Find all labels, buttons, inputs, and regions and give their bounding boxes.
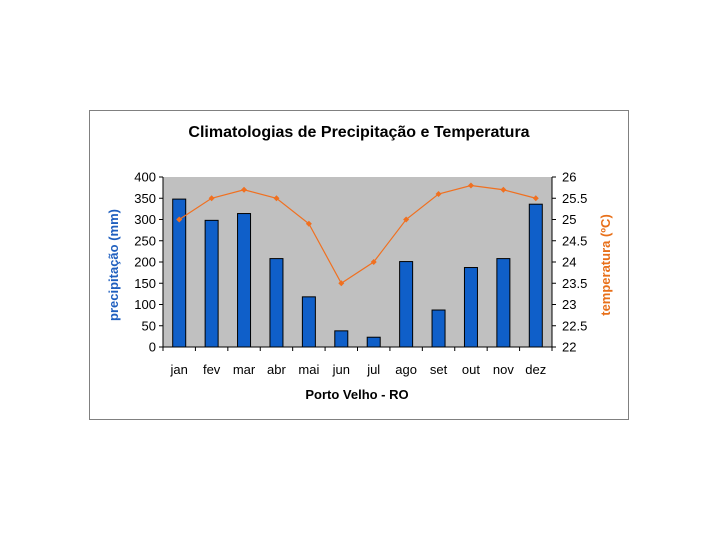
x-tick-label-mar: mar [233,362,256,377]
x-tick-label-dez: dez [525,362,546,377]
temperature-point-jun [338,280,345,287]
temperature-line-group [176,182,539,287]
temperature-point-abr [273,195,280,202]
x-axis-label: Porto Velho - RO [305,387,408,402]
bar-out [463,267,478,348]
x-tick-label-nov: nov [493,362,514,377]
bar-jul [366,336,381,348]
axes-group: 0 50 100 150 200 250 300 350 400 22 22.5 23 23.5 24 24… [134,170,587,378]
temperature-point-jan [176,216,183,223]
temperature-line [178,184,536,285]
chart-title: Climatologias de Precipitação e Temperat… [188,124,529,141]
y-left-tick-label: 300 [134,212,156,227]
y-left-tick-label: 200 [134,255,156,270]
x-tick-label-abr: abr [267,362,286,377]
y-left-tick-label: 0 [149,340,156,355]
x-tick-label-jul: jul [366,362,380,377]
temperature-point-jul [370,259,377,265]
bar-nov [496,258,511,348]
bar-mai [301,296,316,348]
y-left-tick-label: 100 [134,297,156,312]
y-right-tick-label: 24.5 [562,233,587,248]
x-tick-label-out: out [462,362,480,377]
temperature-point-mar [241,186,248,193]
y-axis-right-label: temperatura (ºC) [598,214,613,316]
y-right-tick-label: 23.5 [562,276,587,291]
y-right-tick-label: 24 [562,255,576,270]
bar-fev [204,219,219,348]
y-left-tick-label: 150 [134,276,156,291]
temperature-point-dez [532,195,539,202]
temperature-point-fev [208,195,215,202]
y-right-tick-label: 22.5 [562,318,587,333]
bar-mar [237,213,252,348]
temperature-point-mai [305,220,312,227]
x-tick-label-ago: ago [395,362,417,377]
y-right-tick-label: 25.5 [562,191,587,206]
temperature-point-ago [403,216,410,223]
bar-abr [269,258,284,348]
y-left-tick-label: 50 [142,318,156,333]
bar-ago [399,261,414,348]
temperature-point-set [435,191,442,197]
y-left-tick-label: 350 [134,191,156,206]
y-axis-left-label: precipitação (mm) [106,209,121,321]
plot-area [163,177,552,347]
x-tick-label-set: set [430,362,448,377]
x-tick-label-mai: mai [298,362,319,377]
y-right-tick-label: 23 [562,297,576,312]
y-right-tick-label: 25 [562,212,576,227]
y-right-tick-label: 22 [562,340,576,355]
temperature-point-nov [500,186,507,193]
bar-set [431,309,446,348]
temperature-point-out [467,182,474,189]
y-left-tick-label: 250 [134,233,156,248]
y-left-tick-label: 400 [134,170,156,185]
bar-dez [528,203,543,348]
x-tick-label-jan: jan [170,362,188,377]
x-tick-label-fev: fev [203,362,221,377]
bar-jun [334,330,349,348]
x-tick-label-jun: jun [332,362,350,377]
y-right-tick-label: 26 [562,170,576,185]
